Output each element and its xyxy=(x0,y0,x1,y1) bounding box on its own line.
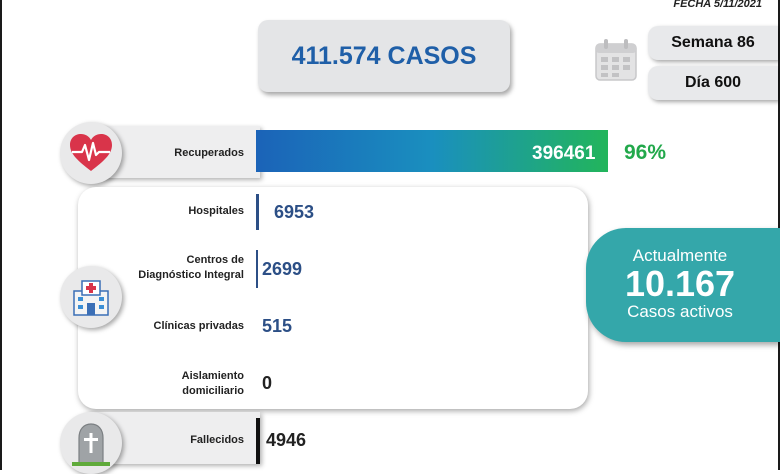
cdi-label: Centros de Diagnóstico Integral xyxy=(110,253,244,283)
heart-pulse-icon xyxy=(60,122,122,184)
week-label: Semana 86 xyxy=(671,34,755,51)
home-isolation-label: Aislamiento domiciliario xyxy=(110,369,244,399)
recovered-percent: 96% xyxy=(624,141,667,164)
day-label: Día 600 xyxy=(684,74,742,91)
recovered-label: Recuperados xyxy=(174,147,244,159)
frame-left-border xyxy=(0,0,2,470)
cdi-label-line2: Diagnóstico Integral xyxy=(138,269,244,281)
hospitals-marker xyxy=(256,194,259,230)
total-cases-box: 411.574 CASOS xyxy=(258,20,510,92)
cdi-marker xyxy=(256,250,258,288)
report-date: FECHA 5/11/2021 xyxy=(673,0,762,10)
total-cases-text: 411.574 CASOS xyxy=(291,41,477,70)
deaths-marker xyxy=(256,418,260,464)
gravestone-icon xyxy=(60,412,122,474)
hospital-icon xyxy=(60,266,122,328)
week-pill: Semana 86 xyxy=(648,26,778,60)
deaths-value: 4946 xyxy=(266,430,307,450)
day-pill: Día 600 xyxy=(648,66,778,100)
recovered-bar xyxy=(256,130,608,172)
active-line3: Casos activos xyxy=(627,302,733,321)
active-cases-box: Actualmente 10.167 Casos activos xyxy=(586,228,780,342)
clinics-value: 515 xyxy=(262,316,293,336)
active-line1: Actualmente xyxy=(632,246,728,265)
cdi-label-line1: Centros de xyxy=(186,254,244,266)
hospitalization-panel xyxy=(78,187,588,409)
calendar-icon xyxy=(594,38,638,82)
home-label-line1: Aislamiento xyxy=(181,370,244,382)
recovered-value: 396461 xyxy=(532,143,596,164)
deaths-label: Fallecidos xyxy=(190,434,244,446)
home-isolation-value: 0 xyxy=(262,373,273,393)
hospitals-label: Hospitales xyxy=(188,205,244,217)
cdi-value: 2699 xyxy=(262,259,303,279)
clinics-label: Clínicas privadas xyxy=(153,320,245,332)
active-value: 10.167 xyxy=(624,263,736,304)
home-label-line2: domiciliario xyxy=(182,385,244,397)
hospitals-value: 6953 xyxy=(274,202,315,222)
